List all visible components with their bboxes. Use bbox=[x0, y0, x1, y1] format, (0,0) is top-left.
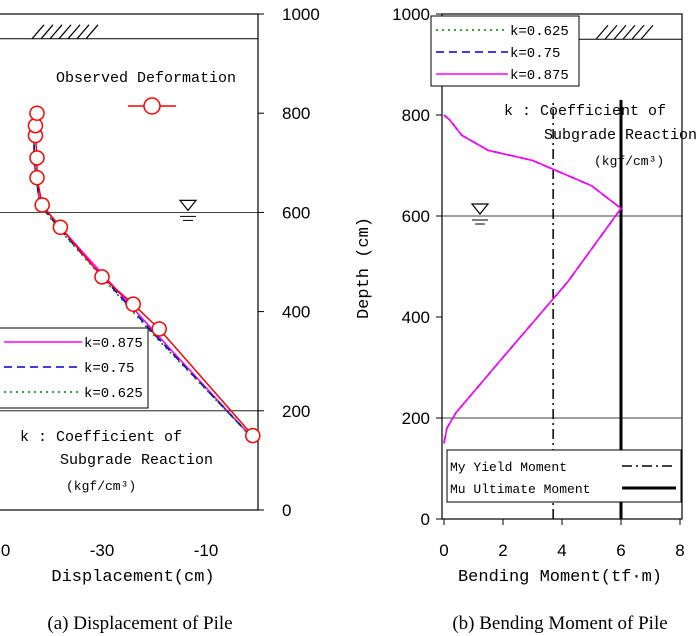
y-axis-label-b: Depth (cm) bbox=[355, 217, 374, 319]
hatch-stroke bbox=[595, 24, 609, 40]
caption-a: (a) Displacement of Pile bbox=[47, 613, 232, 634]
k-note-b-line2: Subgrade Reaction bbox=[544, 127, 697, 144]
observed-point bbox=[29, 169, 45, 186]
hatch-stroke bbox=[640, 24, 654, 40]
y-tick-label-b: 1000 bbox=[392, 5, 430, 24]
observed-point bbox=[29, 150, 45, 166]
legend-a-label: k=0.75 bbox=[84, 361, 134, 377]
k-note-a: k : Coefficient of Subgrade Reaction (kg… bbox=[20, 429, 213, 494]
panel-a-frame bbox=[0, 13, 259, 511]
hatch-stroke bbox=[76, 24, 90, 40]
water-triangle bbox=[178, 199, 198, 212]
water-level-symbol-a bbox=[178, 199, 198, 221]
observed-point bbox=[29, 105, 45, 121]
k-note-b-line3: (kgf/cm³) bbox=[594, 154, 664, 169]
observed-point bbox=[34, 197, 50, 213]
x-tick-label-a: -50 bbox=[0, 541, 10, 560]
hatch-stroke bbox=[40, 24, 54, 40]
y-tick-label-a: 600 bbox=[282, 203, 310, 222]
x-axis-label-b: Bending Moment(tf·m) bbox=[458, 568, 662, 587]
k-note-b: k : Coefficient of Subgrade Reaction (kg… bbox=[504, 103, 697, 169]
panel-a-displacement: 0 200 400 600 800 1000 -50 -30 -10 Displacement… bbox=[0, 5, 320, 634]
legend-b-reference-box bbox=[446, 449, 682, 503]
water-level-symbol-b bbox=[470, 203, 490, 225]
y-tick-label-a: 400 bbox=[282, 303, 310, 322]
hatch-stroke bbox=[49, 24, 63, 40]
legend-b: k=0.625 k=0.75 k=0.875 bbox=[430, 15, 580, 87]
y-tick-label-b: 800 bbox=[402, 106, 430, 125]
x-tick-label-b: 2 bbox=[498, 541, 507, 560]
ground-surface-hatch-a bbox=[0, 24, 258, 40]
x-tick-label-a: -30 bbox=[90, 541, 115, 560]
observed-point bbox=[94, 269, 110, 285]
y-tick-label-a: 200 bbox=[282, 402, 310, 421]
y-tick-label-a: 1000 bbox=[282, 5, 320, 24]
y-tick-label-b: 200 bbox=[402, 409, 430, 428]
panel-b-frame bbox=[441, 13, 683, 520]
hatch-stroke bbox=[58, 24, 72, 40]
hatch-stroke bbox=[622, 24, 636, 40]
reference-legend-label: Mu Ultimate Moment bbox=[450, 482, 590, 497]
hatch-stroke bbox=[631, 24, 645, 40]
x-tick-label-b: 8 bbox=[675, 541, 684, 560]
hatch-stroke bbox=[613, 24, 627, 40]
x-axis-label-a: Displacement(cm) bbox=[51, 568, 214, 587]
hatch-stroke bbox=[31, 24, 45, 40]
x-tick-label-b: 0 bbox=[439, 541, 448, 560]
water-triangle bbox=[470, 203, 490, 215]
observed-point bbox=[151, 321, 167, 337]
observed-point bbox=[52, 219, 69, 236]
hatch-stroke bbox=[67, 24, 81, 40]
legend-a: k=0.875 k=0.75 k=0.625 bbox=[0, 327, 149, 409]
k-note-b-line1: k : Coefficient of bbox=[504, 103, 666, 120]
y-tick-label-a: 800 bbox=[282, 104, 310, 123]
panel-b-bending-moment: 0 200 400 600 800 1000 0 2 4 6 8 Depth (cm) Bendi… bbox=[355, 5, 697, 634]
legend-b-label: k=0.625 bbox=[510, 24, 569, 40]
legend-a-label: k=0.875 bbox=[84, 336, 143, 352]
y-tick-label-b: 600 bbox=[402, 207, 430, 226]
legend-b-label: k=0.875 bbox=[510, 68, 569, 84]
y-tick-label-b: 0 bbox=[421, 510, 430, 529]
caption-b: (b) Bending Moment of Pile bbox=[452, 613, 667, 634]
hatch-stroke bbox=[85, 24, 99, 40]
reference-legend-label: My Yield Moment bbox=[450, 460, 567, 475]
y-tick-label-a: 0 bbox=[282, 501, 291, 520]
legend-a-label: k=0.625 bbox=[84, 386, 143, 402]
k-note-a-line3: (kgf/cm³) bbox=[66, 479, 136, 494]
y-tick-label-b: 400 bbox=[402, 308, 430, 327]
legend-b-label: k=0.75 bbox=[510, 46, 560, 62]
observed-legend-label: Observed Deformation bbox=[56, 70, 236, 87]
legend-b-reference: My Yield Moment Mu Ultimate Moment bbox=[446, 449, 682, 503]
series-line-a-k=0.625 bbox=[32, 113, 251, 437]
observed-legend-marker bbox=[143, 97, 161, 115]
series-line-b-k=0.875 bbox=[443, 114, 623, 444]
x-tick-label-a: -10 bbox=[194, 541, 219, 560]
k-note-a-line2: Subgrade Reaction bbox=[60, 452, 213, 469]
hatch-stroke bbox=[604, 24, 618, 40]
k-note-a-line1: k : Coefficient of bbox=[20, 429, 182, 446]
x-tick-label-b: 4 bbox=[557, 541, 566, 560]
x-tick-label-b: 6 bbox=[616, 541, 625, 560]
observed-point bbox=[245, 427, 261, 444]
observed-point bbox=[125, 296, 141, 312]
